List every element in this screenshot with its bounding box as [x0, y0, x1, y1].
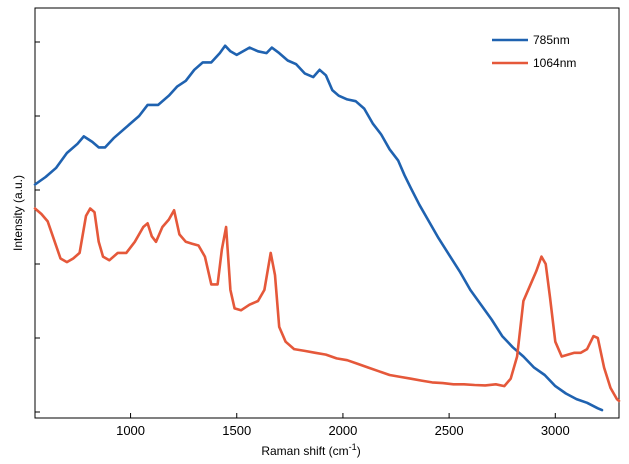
x-axis-ticks: 1000 1500 2000 2500 3000: [116, 413, 570, 438]
y-axis-label: Intensity (a.u.): [11, 175, 25, 251]
x-tick-label-2000: 2000: [328, 423, 357, 438]
series-line-785nm: [33, 44, 604, 412]
x-tick-label-2500: 2500: [435, 423, 464, 438]
x-tick-label-1000: 1000: [116, 423, 145, 438]
x-tick-label-1500: 1500: [222, 423, 251, 438]
legend-label-785nm: 785nm: [533, 33, 570, 47]
series-lines: [33, 44, 621, 412]
legend-label-1064nm: 1064nm: [533, 56, 576, 70]
x-axis-label: Raman shift (cm-1): [261, 442, 360, 458]
series-line-1064nm: [33, 207, 621, 403]
legend: 785nm 1064nm: [492, 33, 576, 70]
x-tick-label-3000: 3000: [541, 423, 570, 438]
y-axis-ticks: [35, 41, 40, 413]
plot-frame: [34, 7, 620, 419]
